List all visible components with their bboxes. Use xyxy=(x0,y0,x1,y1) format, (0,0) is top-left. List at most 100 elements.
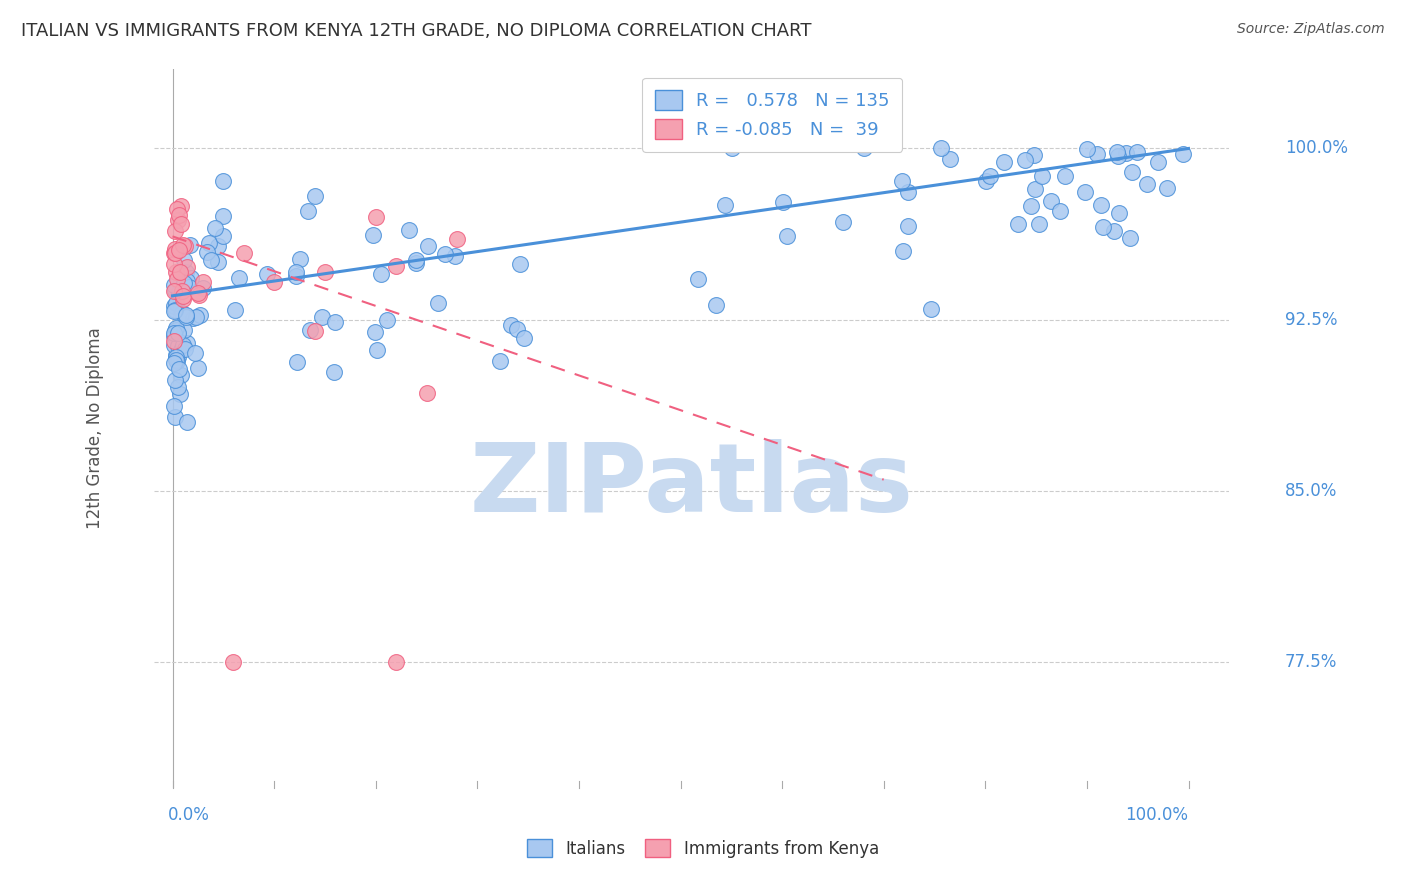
Point xyxy=(1014,153,1036,167)
Point xyxy=(714,198,737,212)
Point xyxy=(939,152,962,166)
Point xyxy=(1091,220,1114,235)
Point xyxy=(176,265,198,279)
Point xyxy=(167,209,190,223)
Point xyxy=(173,342,195,356)
Point xyxy=(1054,169,1077,184)
Point xyxy=(224,303,246,318)
Point xyxy=(163,373,186,387)
Text: ITALIAN VS IMMIGRANTS FROM KENYA 12TH GRADE, NO DIPLOMA CORRELATION CHART: ITALIAN VS IMMIGRANTS FROM KENYA 12TH GR… xyxy=(21,22,811,40)
Point xyxy=(976,174,998,188)
Point xyxy=(505,321,527,335)
Point xyxy=(285,355,308,369)
Point xyxy=(364,326,387,340)
Point xyxy=(200,253,222,268)
Point xyxy=(162,277,184,292)
Point xyxy=(993,155,1015,169)
Point xyxy=(385,656,408,670)
Point xyxy=(162,304,184,318)
Point xyxy=(188,308,211,322)
Text: 12th Grade, No Diploma: 12th Grade, No Diploma xyxy=(86,327,104,529)
Point xyxy=(361,228,384,243)
Point xyxy=(1156,180,1178,194)
Point xyxy=(167,243,190,257)
Text: 100.0%: 100.0% xyxy=(1285,139,1348,158)
Point xyxy=(776,228,799,243)
Point xyxy=(170,343,193,357)
Point xyxy=(169,386,191,401)
Point xyxy=(170,368,193,382)
Point xyxy=(165,350,187,364)
Point xyxy=(204,221,226,235)
Point xyxy=(166,202,188,216)
Point xyxy=(304,189,326,203)
Point xyxy=(284,265,307,279)
Point xyxy=(187,360,209,375)
Point xyxy=(165,348,187,362)
Point xyxy=(207,239,229,253)
Point xyxy=(370,267,392,281)
Point xyxy=(176,260,198,274)
Point xyxy=(299,323,322,337)
Point xyxy=(285,268,308,283)
Legend: R =   0.578   N = 135, R = -0.085   N =  39: R = 0.578 N = 135, R = -0.085 N = 39 xyxy=(643,78,903,152)
Point xyxy=(513,331,536,345)
Point xyxy=(297,203,319,218)
Point xyxy=(167,350,190,364)
Point xyxy=(314,265,336,279)
Point xyxy=(1007,217,1029,231)
Point xyxy=(288,252,311,266)
Point xyxy=(1019,199,1042,213)
Point xyxy=(169,265,191,279)
Point xyxy=(1074,186,1097,200)
Point xyxy=(177,280,200,294)
Point xyxy=(207,255,229,269)
Point xyxy=(499,318,522,332)
Point xyxy=(1107,149,1129,163)
Point xyxy=(170,198,193,212)
Point xyxy=(162,246,184,260)
Point xyxy=(897,219,920,233)
Point xyxy=(891,244,914,259)
Point xyxy=(434,247,457,261)
Point xyxy=(187,285,209,300)
Point xyxy=(176,415,198,429)
Point xyxy=(174,310,197,325)
Point xyxy=(165,296,187,310)
Point xyxy=(446,232,468,246)
Point xyxy=(1115,145,1137,160)
Point xyxy=(162,338,184,352)
Point xyxy=(263,275,285,289)
Point xyxy=(162,328,184,343)
Point xyxy=(167,339,190,353)
Point xyxy=(165,323,187,337)
Point xyxy=(232,246,254,260)
Point xyxy=(184,345,207,359)
Point xyxy=(212,174,235,188)
Point xyxy=(176,335,198,350)
Point xyxy=(1136,177,1159,191)
Point xyxy=(398,223,420,237)
Point xyxy=(979,169,1001,183)
Point xyxy=(173,276,195,290)
Point xyxy=(1102,224,1125,238)
Point xyxy=(166,272,188,286)
Point xyxy=(165,303,187,318)
Point xyxy=(162,334,184,348)
Point xyxy=(173,252,195,267)
Point xyxy=(198,235,221,250)
Point xyxy=(170,305,193,319)
Point xyxy=(1090,197,1112,211)
Point xyxy=(176,274,198,288)
Point xyxy=(1049,203,1071,218)
Point xyxy=(222,656,245,670)
Point xyxy=(688,272,710,286)
Point xyxy=(1107,145,1129,159)
Point xyxy=(489,354,512,368)
Point xyxy=(172,338,194,352)
Point xyxy=(195,244,218,259)
Point xyxy=(832,215,855,229)
Point xyxy=(509,257,531,271)
Point xyxy=(166,334,188,348)
Point xyxy=(405,256,427,270)
